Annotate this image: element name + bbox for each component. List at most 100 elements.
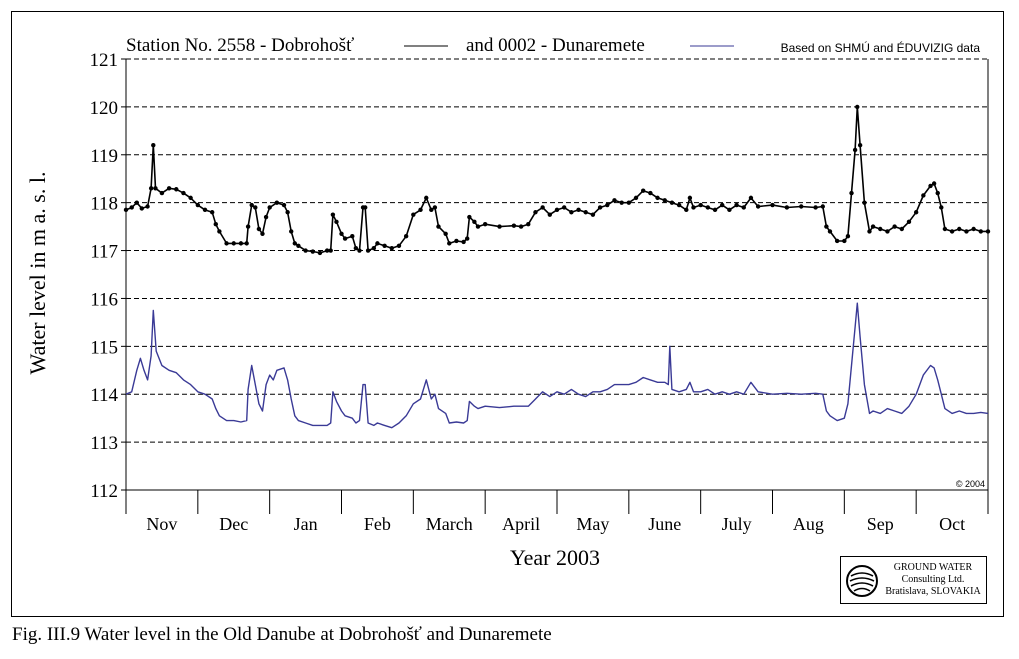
x-tick-label-june: June: [648, 514, 681, 534]
series-point-dobrohost-34: [296, 243, 301, 248]
series-point-dobrohost-131: [921, 193, 926, 198]
series-point-dobrohost-93: [662, 198, 667, 203]
series-point-dobrohost-128: [899, 226, 904, 232]
series-point-dobrohost-115: [834, 238, 840, 244]
y-tick-label-118: 118: [90, 194, 118, 215]
series-point-dobrohost-14: [202, 207, 208, 213]
series-point-dobrohost-68: [472, 219, 477, 225]
series-point-dobrohost-105: [741, 205, 746, 210]
series-point-dobrohost-78: [554, 207, 560, 213]
series-point-dobrohost-88: [626, 200, 632, 205]
series-point-dobrohost-72: [511, 223, 517, 228]
series-point-dobrohost-54: [396, 243, 402, 248]
series-point-dobrohost-136: [942, 226, 948, 232]
y-tick-label-120: 120: [90, 98, 119, 119]
series-point-dobrohost-44: [350, 233, 355, 239]
series-lines: [123, 104, 991, 429]
series-point-dobrohost-137: [949, 229, 955, 234]
series-point-dobrohost-56: [411, 212, 416, 217]
series-point-dobrohost-111: [813, 205, 818, 210]
ground-water-logo-icon: [846, 565, 878, 597]
series-point-dobrohost-13: [195, 202, 201, 208]
series-point-dobrohost-28: [267, 205, 272, 210]
series-point-dobrohost-117: [845, 233, 851, 239]
series-point-dobrohost-52: [382, 243, 387, 248]
series-point-dobrohost-53: [389, 245, 394, 251]
chart-title-series-1: Station No. 2558 - Dobrohošť: [126, 35, 354, 56]
series-point-dobrohost-75: [533, 210, 538, 215]
series-point-dobrohost-98: [691, 205, 696, 210]
y-tick-label-116: 116: [90, 289, 118, 310]
series-point-dobrohost-64: [454, 238, 459, 244]
series-point-dobrohost-40: [330, 212, 336, 217]
series-point-dobrohost-134: [935, 190, 940, 196]
series-point-dobrohost-7: [153, 186, 158, 191]
series-point-dobrohost-35: [303, 248, 308, 253]
series-point-dobrohost-0: [123, 207, 129, 213]
series-point-dobrohost-119: [852, 147, 858, 153]
y-axis-label: Water level in m a. s. l.: [25, 172, 50, 375]
source-note: Based on SHMÚ and ÉDUVIZIG data: [781, 40, 981, 55]
x-tick-label-sep: Sep: [867, 514, 894, 534]
series-point-dobrohost-55: [403, 233, 409, 239]
series-point-dobrohost-38: [324, 248, 330, 253]
y-tick-label-119: 119: [90, 146, 118, 167]
series-point-dobrohost-48: [363, 205, 368, 210]
series-point-dobrohost-102: [720, 202, 725, 208]
series-point-dobrohost-69: [475, 224, 481, 229]
series-point-dobrohost-77: [547, 212, 553, 217]
series-point-dobrohost-4: [145, 204, 150, 209]
series-point-dobrohost-22: [245, 224, 251, 229]
series-point-dobrohost-94: [669, 200, 675, 205]
series-point-dobrohost-110: [799, 204, 804, 209]
series-point-dobrohost-60: [432, 205, 438, 210]
tick-labels: 112 113 114 115 116 117 118 119 120 121 Nov Dec Jan F…: [90, 50, 966, 534]
series-point-dobrohost-101: [712, 207, 718, 213]
chart-frame: [11, 11, 1004, 617]
x-tick-label-april: April: [502, 514, 540, 534]
series-point-dobrohost-61: [436, 224, 441, 229]
series-point-dobrohost-36: [310, 249, 315, 254]
series-line-dunaremete: [125, 302, 989, 429]
series-point-dobrohost-50: [371, 245, 377, 251]
series-point-dobrohost-96: [684, 207, 689, 213]
series-point-dobrohost-17: [217, 229, 222, 234]
series-point-dobrohost-59: [429, 207, 434, 213]
x-tick-label-jan: Jan: [294, 514, 318, 534]
series-point-dobrohost-108: [770, 202, 775, 208]
figure-caption: Fig. III.9 Water level in the Old Danube…: [12, 624, 552, 645]
series-point-dobrohost-42: [339, 231, 344, 236]
series-point-dobrohost-58: [424, 195, 429, 201]
series-point-dobrohost-19: [231, 241, 236, 246]
y-tick-label-112: 112: [90, 481, 118, 502]
x-tick-label-dec: Dec: [219, 514, 248, 534]
series-point-dobrohost-51: [375, 241, 380, 246]
series-point-dobrohost-43: [342, 236, 348, 241]
series-point-dobrohost-125: [878, 226, 883, 232]
series-point-dobrohost-142: [985, 229, 991, 234]
series-point-dobrohost-124: [870, 224, 876, 229]
series-point-dobrohost-130: [913, 210, 919, 215]
series-point-dobrohost-10: [174, 187, 179, 192]
series-point-dobrohost-24: [253, 205, 258, 210]
x-tick-label-feb: Feb: [364, 514, 391, 534]
series-point-dobrohost-57: [418, 207, 423, 213]
series-point-dobrohost-76: [540, 205, 545, 210]
series-point-dobrohost-73: [518, 224, 524, 229]
series-point-dobrohost-138: [957, 226, 962, 232]
series-point-dobrohost-104: [734, 202, 739, 208]
series-point-dobrohost-114: [827, 229, 833, 234]
y-tick-label-113: 113: [90, 433, 118, 454]
series-point-dobrohost-99: [698, 202, 703, 208]
series-point-dobrohost-129: [906, 219, 912, 225]
series-point-dobrohost-49: [365, 248, 371, 253]
series-point-dobrohost-135: [939, 205, 944, 210]
series-point-dobrohost-12: [188, 195, 193, 201]
series-point-dobrohost-9: [166, 186, 172, 191]
series-point-dobrohost-83: [590, 212, 596, 217]
axes: [121, 58, 989, 514]
series-point-dobrohost-141: [978, 229, 984, 234]
series-point-dobrohost-62: [443, 231, 448, 236]
series-point-dobrohost-26: [260, 231, 265, 236]
y-tick-label-115: 115: [90, 337, 118, 358]
